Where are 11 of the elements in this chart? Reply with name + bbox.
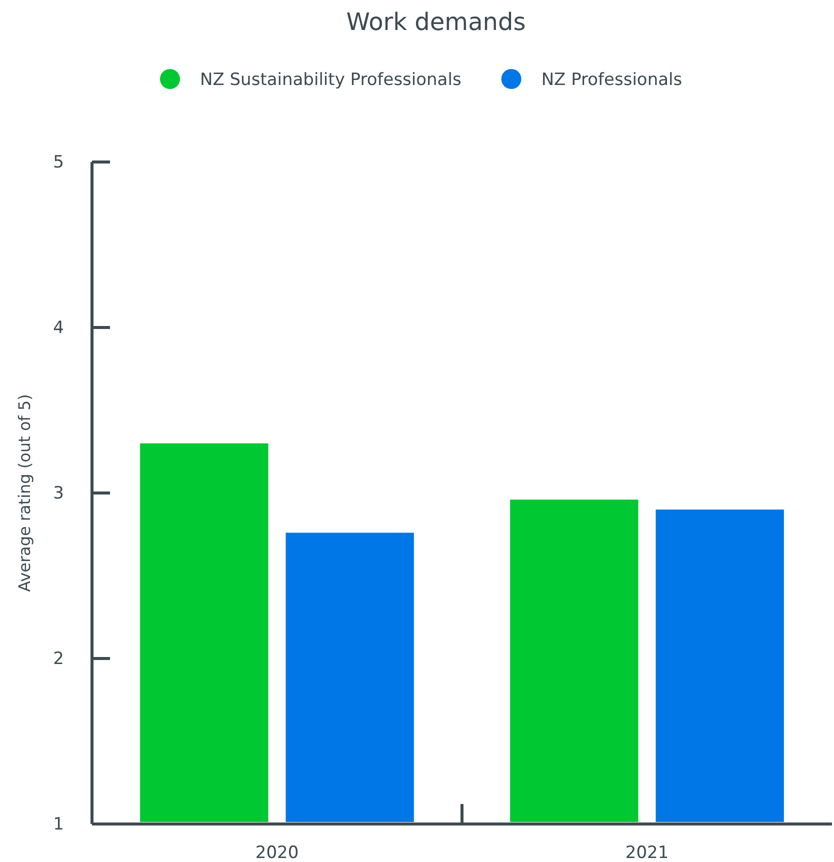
y-tick-label: 3 (53, 483, 64, 504)
legend-label: NZ Sustainability Professionals (200, 70, 462, 90)
y-axis-title: Average rating (out of 5) (15, 394, 34, 592)
x-tick-label: 2021 (625, 843, 669, 862)
y-tick-label: 4 (53, 318, 64, 338)
chart-title: Work demands (346, 8, 526, 36)
legend-label: NZ Professionals (541, 70, 682, 90)
y-tick-label: 5 (53, 152, 64, 172)
y-tick-label: 2 (53, 648, 64, 669)
x-tick-label: 2020 (255, 843, 299, 862)
y-tick-label: 1 (53, 814, 64, 834)
